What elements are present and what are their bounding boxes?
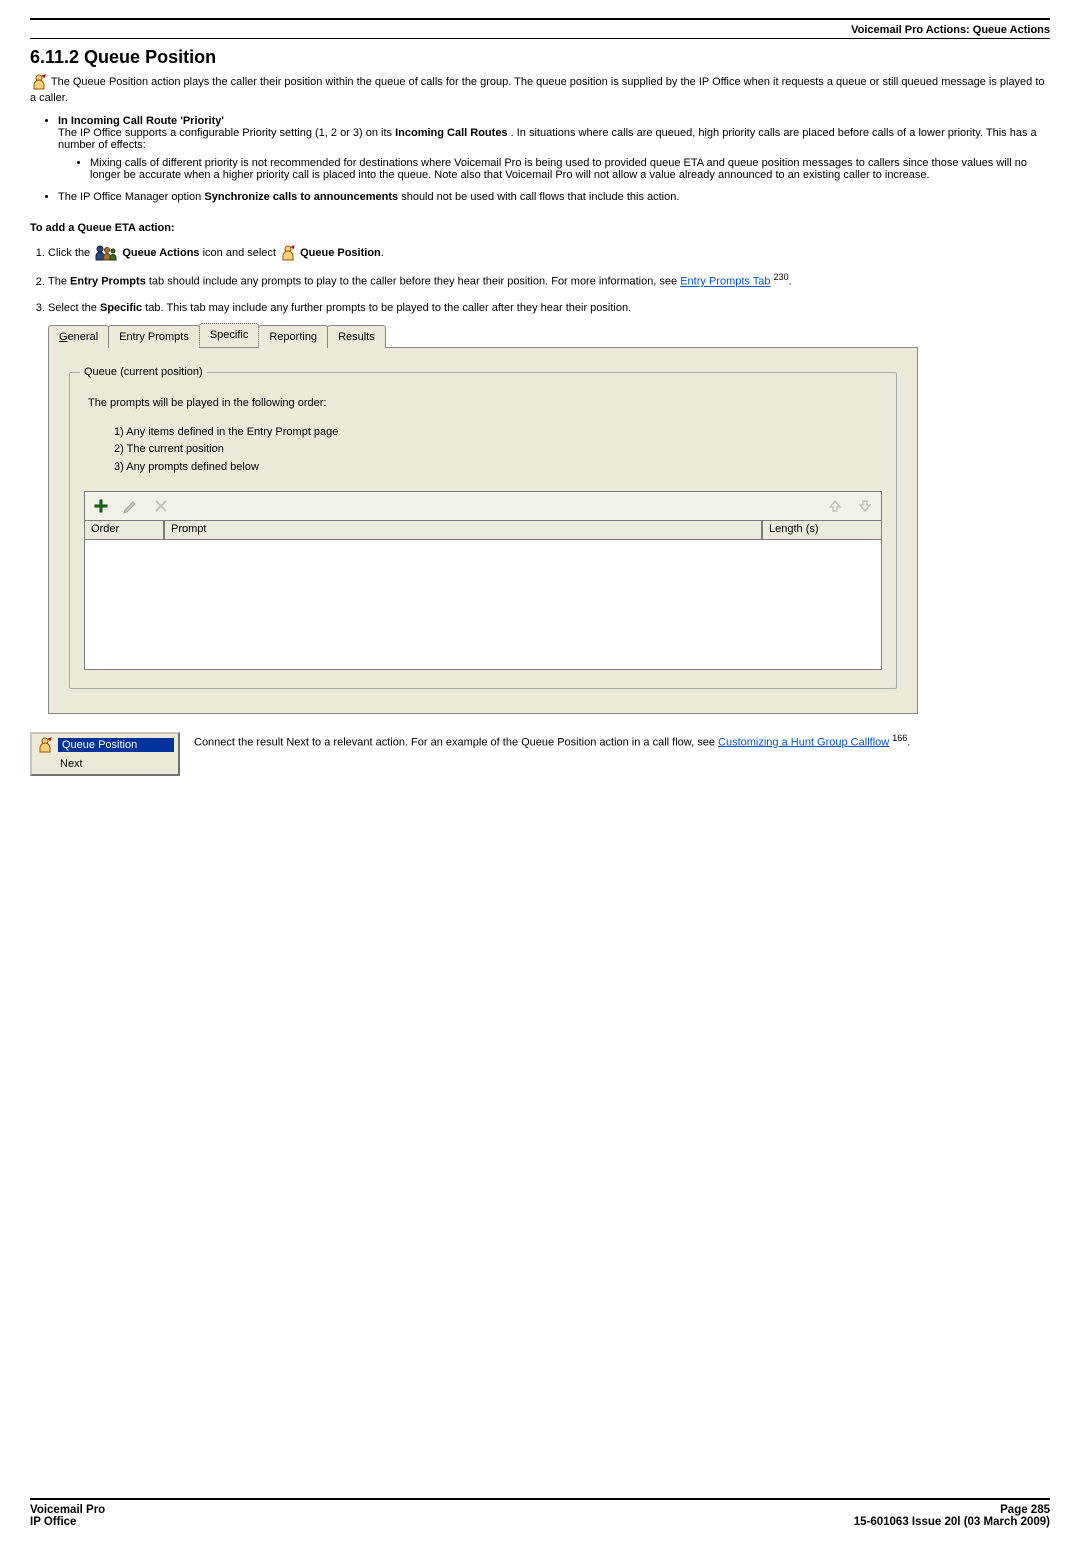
groupbox-intro: The prompts will be played in the follow… (88, 395, 882, 412)
tab-entry-prompts[interactable]: Entry Prompts (108, 325, 200, 349)
tab-reporting[interactable]: Reporting (258, 325, 328, 349)
result-text-after: . (907, 736, 910, 748)
step-text: The (48, 276, 70, 288)
result-row: Queue Position Next Connect the result N… (30, 732, 1050, 776)
inner-bullet-list: Mixing calls of different priority is no… (58, 157, 1050, 181)
result-next[interactable]: Next (32, 756, 178, 774)
move-up-button[interactable] (825, 496, 845, 516)
tab-strip: General Entry Prompts Specific Reporting… (48, 323, 1050, 348)
bullet-item: In Incoming Call Route 'Priority' The IP… (58, 115, 1050, 181)
col-order[interactable]: Order (84, 520, 164, 540)
groupbox-line: 2) The current position (114, 441, 882, 459)
groupbox-line: 3) Any prompts defined below (114, 459, 882, 477)
prompt-toolbar (84, 491, 882, 521)
result-node[interactable]: Queue Position Next (30, 732, 180, 776)
tab-general[interactable]: General (48, 325, 109, 349)
step-bold: Queue Actions (122, 247, 199, 259)
col-length[interactable]: Length (s) (762, 520, 882, 540)
step-item: Select the Specific tab. This tab may in… (48, 300, 1050, 713)
bullet-title: In Incoming Call Route 'Priority' (58, 115, 224, 127)
col-prompt[interactable]: Prompt (164, 520, 762, 540)
bullet-item: The IP Office Manager option Synchronize… (58, 191, 1050, 203)
step-text: icon and select (203, 247, 279, 259)
step-item: The Entry Prompts tab should include any… (48, 271, 1050, 290)
step-text: Select the (48, 302, 100, 314)
step-text: . (381, 247, 384, 259)
queue-position-icon (32, 74, 46, 90)
groupbox-line: 1) Any items defined in the Entry Prompt… (114, 424, 882, 442)
breadcrumb: Voicemail Pro Actions: Queue Actions (30, 20, 1050, 38)
queue-groupbox: Queue (current position) The prompts wil… (69, 372, 897, 688)
tab-specific[interactable]: Specific (199, 323, 260, 348)
steps-list: Click the Queue Actions icon and select … (30, 245, 1050, 714)
intro-paragraph: The Queue Position action plays the call… (30, 74, 1050, 107)
tab-results[interactable]: Results (327, 325, 386, 349)
bullet-bold: Synchronize calls to announcements (204, 191, 398, 203)
step-item: Click the Queue Actions icon and select … (48, 245, 1050, 262)
groupbox-lines: 1) Any items defined in the Entry Prompt… (114, 424, 882, 477)
delete-prompt-button[interactable] (151, 496, 171, 516)
footer-left-2: IP Office (30, 1516, 76, 1528)
link-ref: 166 (892, 733, 907, 743)
result-text-before: Connect the result Next to a relevant ac… (194, 736, 718, 748)
step-text: . (789, 276, 792, 288)
prompt-list-header: Order Prompt Length (s) (84, 520, 882, 540)
queue-position-icon (38, 737, 52, 753)
intro-text: The Queue Position action plays the call… (30, 76, 1045, 104)
queue-position-icon (281, 245, 295, 261)
step-text: tab should include any prompts to play t… (149, 276, 680, 288)
footer-right-2: 15-601063 Issue 20l (03 March 2009) (854, 1516, 1050, 1528)
tab-label: eneral (68, 331, 99, 343)
bullet-bold: Incoming Call Routes (395, 127, 507, 139)
entry-prompts-link[interactable]: Entry Prompts Tab (680, 276, 770, 288)
add-action-heading: To add a Queue ETA action: (30, 221, 1050, 237)
step-bold: Queue Position (300, 247, 381, 259)
section-heading: 6.11.2 Queue Position (30, 43, 1050, 70)
queue-actions-icon (95, 245, 117, 261)
step-bold: Entry Prompts (70, 276, 146, 288)
customizing-callflow-link[interactable]: Customizing a Hunt Group Callflow (718, 736, 889, 748)
footer-right-1: Page 285 (1000, 1504, 1050, 1516)
step-bold: Specific (100, 302, 142, 314)
specific-tab-panel: Queue (current position) The prompts wil… (48, 347, 918, 713)
link-ref: 230 (774, 272, 789, 282)
bullet-text-before: The IP Office Manager option (58, 191, 204, 203)
bullet-list: In Incoming Call Route 'Priority' The IP… (30, 115, 1050, 203)
result-description: Connect the result Next to a relevant ac… (194, 732, 1050, 751)
bullet-text-after: should not be used with call flows that … (401, 191, 679, 203)
move-down-button[interactable] (855, 496, 875, 516)
edit-prompt-button[interactable] (121, 496, 141, 516)
footer-left-1: Voicemail Pro (30, 1504, 105, 1516)
prompt-list-body[interactable] (84, 540, 882, 670)
groupbox-legend: Queue (current position) (80, 364, 207, 381)
step-text: tab. This tab may include any further pr… (145, 302, 631, 314)
result-title: Queue Position (58, 738, 174, 752)
tab-mnemonic: G (59, 331, 68, 343)
inner-bullet-item: Mixing calls of different priority is no… (90, 157, 1050, 181)
bullet-text-before: The IP Office supports a configurable Pr… (58, 127, 395, 139)
add-prompt-button[interactable] (91, 496, 111, 516)
step-text: Click the (48, 247, 93, 259)
page-footer: Voicemail Pro Page 285 IP Office 15-6010… (30, 1498, 1050, 1528)
